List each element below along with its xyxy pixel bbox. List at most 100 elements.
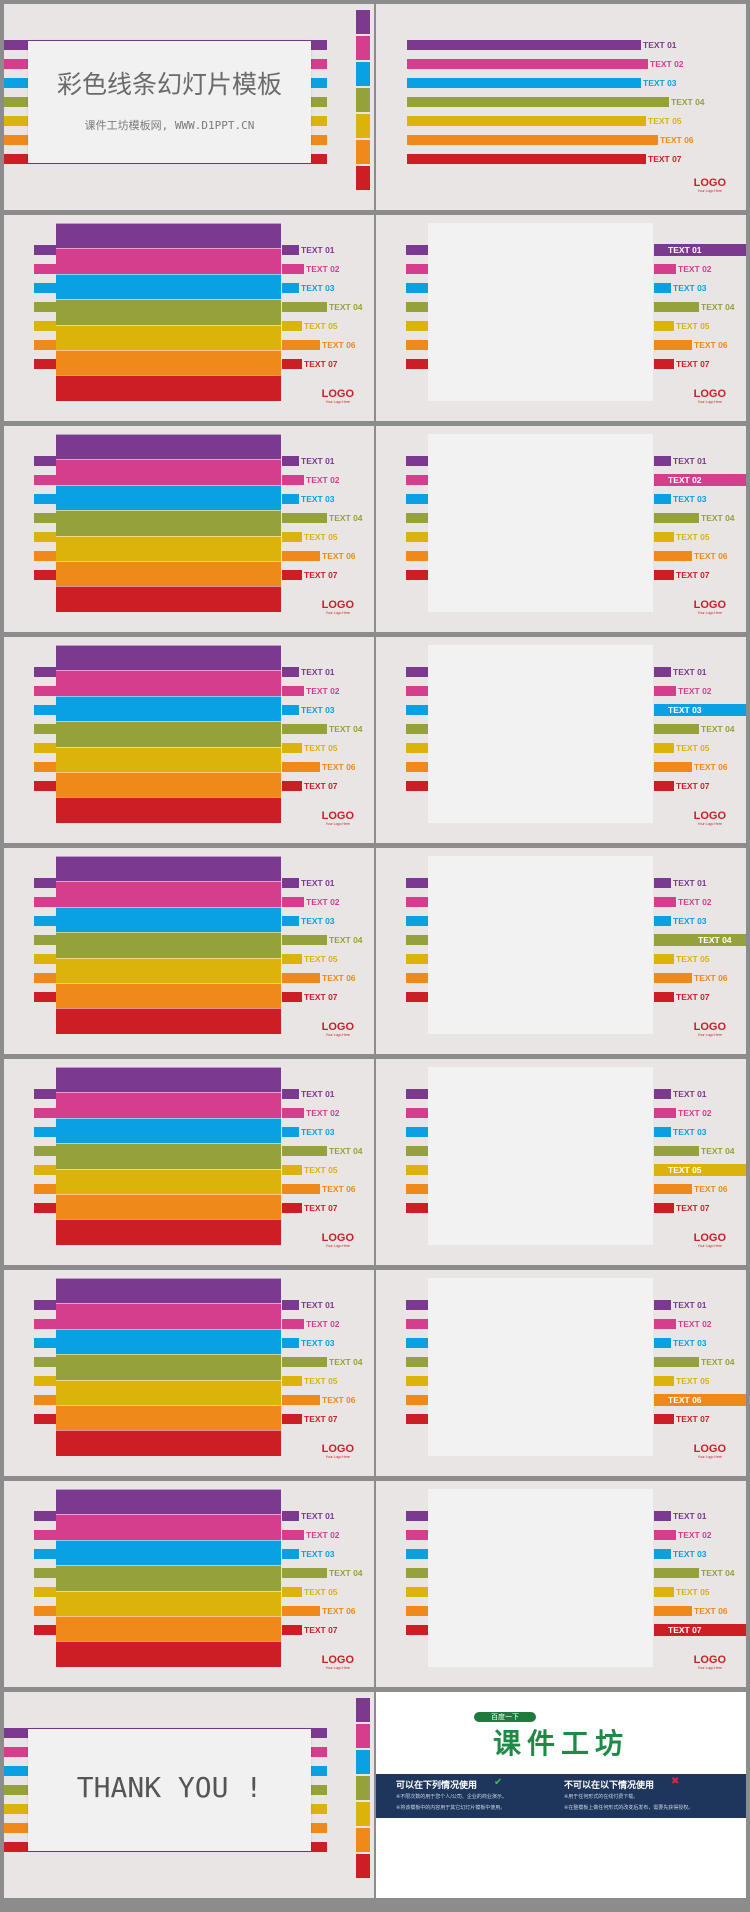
bar-label: TEXT 05 [676,321,710,331]
stack-block [56,535,281,561]
stub-bar [34,1530,56,1540]
slide-stacked[interactable]: TEXT 01 TEXT 02 TEXT 03 TEXT 04 TEXT 05 TEXT … [4,1481,374,1687]
right-bar [282,992,302,1002]
right-bar [282,302,327,312]
stack-block [56,1514,281,1540]
right-bar [282,686,304,696]
stub-bar [34,340,56,350]
stack-block [56,1616,281,1642]
slide-stacked[interactable]: TEXT 01 TEXT 02 TEXT 03 TEXT 04 TEXT 05 TEXT … [4,426,374,632]
right-bar [282,1511,299,1521]
bar-label: TEXT 01 [301,667,335,677]
check-icon: ✔ [494,1777,503,1788]
slide-highlight[interactable]: TEXT 01 TEXT 02 TEXT 03 TEXT 04 TEXT 05 TEXT … [376,1270,746,1476]
bar-label: TEXT 06 [694,1184,728,1194]
bar-label: TEXT 05 [304,743,338,753]
bar-label: TEXT 05 [676,1587,710,1597]
bar-label: TEXT 07 [304,359,338,369]
stub-bar [406,340,428,350]
bar-label: TEXT 07 [304,1414,338,1424]
bar-label: TEXT 03 [301,1549,335,1559]
content-placeholder [428,645,653,823]
right-bar [654,1089,671,1099]
bar-label: TEXT 04 [329,724,363,734]
stub-bar [406,570,428,580]
stub-bar [34,1625,56,1635]
right-bar [282,762,320,772]
bar-label: TEXT 03 [673,916,707,926]
right-bar [654,1127,671,1137]
bar-label: TEXT 07 [676,570,710,580]
right-bar [282,359,302,369]
bar-label: TEXT 06 [694,551,728,561]
slide-stacked[interactable]: TEXT 01 TEXT 02 TEXT 03 TEXT 04 TEXT 05 TEXT … [4,848,374,1054]
right-bar [654,1338,671,1348]
logo: LOGO Your Logo Here [322,1022,354,1038]
bar-label: TEXT 04 [671,97,705,107]
logo-tagline: Your Logo Here [697,1033,722,1037]
bar-label: TEXT 06 [322,762,356,772]
slide-highlight[interactable]: TEXT 01 TEXT 02 TEXT 03 TEXT 04 TEXT 05 TEXT … [376,1481,746,1687]
bar-label: TEXT 02 [306,475,340,485]
stub-bar [34,916,56,926]
right-bar [654,456,671,466]
highlight-bar [654,474,746,486]
bar-label: TEXT 02 [678,1319,712,1329]
stub-bar [34,570,56,580]
stub-bar [34,1511,56,1521]
right-bar [654,1376,674,1386]
stack-block [56,983,281,1009]
bar-label: TEXT 03 [673,494,707,504]
logo: LOGO Your Logo Here [694,811,726,827]
bar-label: TEXT 02 [306,1530,340,1540]
bar-label: TEXT 05 [676,743,710,753]
cross-icon: ✖ [671,1776,680,1787]
stack-block [56,881,281,907]
right-bar [282,551,320,561]
bar-label: TEXT 01 [643,40,677,50]
bar-label: TEXT 03 [673,1127,707,1137]
slide-title[interactable]: 彩色线条幻灯片模板 课件工坊模板网, WWW.D1PPT.CN [4,4,374,210]
right-bar [654,1511,671,1521]
stack-block [56,324,281,350]
right-bar [654,1203,674,1213]
slide-highlight[interactable]: TEXT 01 TEXT 02 TEXT 03 TEXT 04 TEXT 05 TEXT … [376,426,746,632]
slide-stacked[interactable]: TEXT 01 TEXT 02 TEXT 03 TEXT 04 TEXT 05 TEXT … [4,215,374,421]
right-bar [282,513,327,523]
slide-stacked[interactable]: TEXT 01 TEXT 02 TEXT 03 TEXT 04 TEXT 05 TEXT … [4,1059,374,1265]
stub-bar [406,1511,428,1521]
bar-label: TEXT 01 [301,1300,335,1310]
bar-label: TEXT 07 [304,570,338,580]
logo-tagline: Your Logo Here [325,611,350,615]
slide-credit[interactable]: 百度一下 课件工坊 可以在下列情况使用 ✔ ※不限次数的用于您个人/公司、企业的商业演示… [376,1692,746,1898]
slide-highlight[interactable]: TEXT 01 TEXT 02 TEXT 03 TEXT 04 TEXT 05 TEXT … [376,637,746,843]
stack-block [56,1489,281,1515]
side-block [356,114,370,138]
slide-highlight[interactable]: TEXT 01 TEXT 02 TEXT 03 TEXT 04 TEXT 05 TEXT … [376,848,746,1054]
logo-mark: LOGO [693,599,726,611]
slide-stacked[interactable]: TEXT 01 TEXT 02 TEXT 03 TEXT 04 TEXT 05 TEXT … [4,1270,374,1476]
stub-bar [34,264,56,274]
bar-label: TEXT 01 [673,1511,707,1521]
right-bar [654,667,671,677]
right-bar [654,878,671,888]
bar-label: TEXT 04 [329,1357,363,1367]
bar-label: TEXT 01 [673,456,707,466]
stub-bar [34,1300,56,1310]
right-bar [654,1568,699,1578]
right-bar [654,340,692,350]
stub-bar [406,551,428,561]
bar-label: TEXT 06 [322,973,356,983]
slide-stacked[interactable]: TEXT 01 TEXT 02 TEXT 03 TEXT 04 TEXT 05 TEXT … [4,637,374,843]
page-title: 彩色线条幻灯片模板 [56,70,282,99]
slide-highlight[interactable]: TEXT 01 TEXT 02 TEXT 03 TEXT 04 TEXT 05 TEXT … [376,1059,746,1265]
stub-bar [34,1587,56,1597]
right-bar [282,1530,304,1540]
slide-bars[interactable]: TEXT 01 TEXT 02 TEXT 03 TEXT 04 TEXT 05 TEXT … [376,4,746,210]
slide-highlight[interactable]: TEXT 01 TEXT 02 TEXT 03 TEXT 04 TEXT 05 TEXT … [376,215,746,421]
slide-thanks[interactable]: THANK YOU ! [4,1692,374,1898]
stub-bar [406,935,428,945]
logo-mark: LOGO [321,388,354,400]
right-bar [282,1203,302,1213]
bar [407,135,658,145]
